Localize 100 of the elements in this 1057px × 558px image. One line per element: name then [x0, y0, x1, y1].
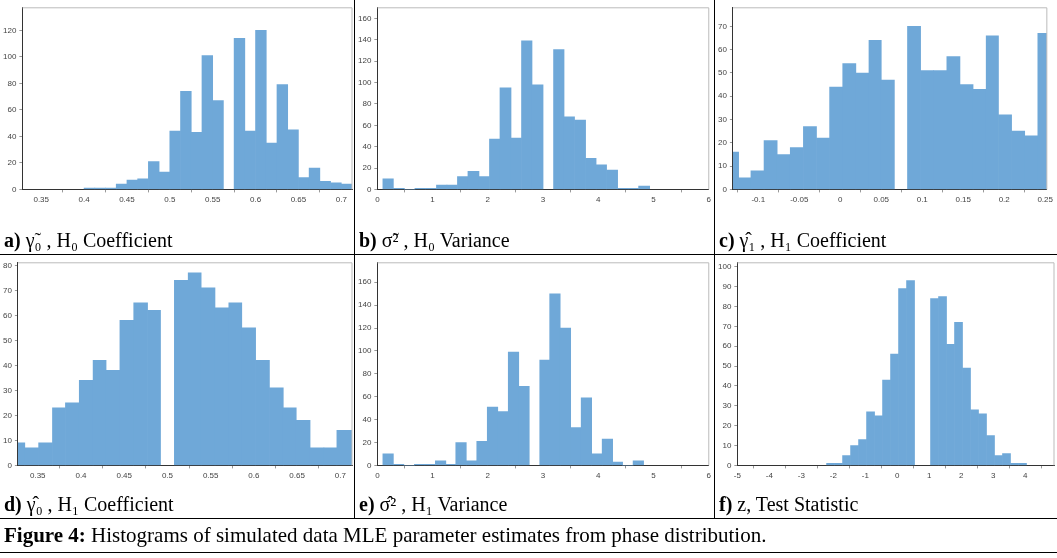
y-tick-label: 30 [722, 401, 732, 411]
x-tick-label: 0.5 [164, 195, 176, 205]
y-tick-label: 30 [2, 385, 13, 395]
x-tick-label: 0.5 [161, 471, 174, 481]
x-tick-label: 0.65 [289, 471, 306, 481]
text: c) γ̂₁ , H₁ Coefficient [719, 229, 887, 251]
y-tick-label: 60 [362, 120, 372, 130]
y-tick-label: 30 [717, 114, 728, 124]
caption: Figure 4: Histograms of simulated data MLE parameter estimates from phase distribution. [0, 519, 1057, 553]
y-tick-label: 60 [7, 105, 17, 115]
y-tick-label: 120 [2, 25, 17, 35]
y-tick-label: 140 [357, 35, 372, 45]
x-tick-label: 0 [375, 471, 381, 481]
text: b) σ̃² , H₀ Variance [359, 229, 510, 251]
x-tick-label: -1 [861, 471, 870, 481]
y-tick-label: 20 [362, 437, 372, 447]
x-tick-label: 1 [430, 471, 436, 481]
x-tick-label: 0 [895, 471, 901, 481]
y-tick-label: 20 [7, 158, 17, 168]
x-tick-label: -0.1 [751, 195, 766, 205]
y-tick-label: 140 [357, 300, 372, 310]
y-tick-label: 60 [717, 44, 728, 54]
x-tick-label: 0.25 [1037, 195, 1054, 205]
y-tick-label: 0 [722, 184, 728, 194]
y-tick-label: 10 [722, 440, 732, 450]
y-tick-label: 120 [357, 56, 372, 66]
y-tick-label: 40 [7, 131, 17, 141]
x-tick-label: 2 [485, 471, 491, 481]
text: f) z, Test Statistic [719, 493, 859, 515]
y-tick-label: 40 [722, 381, 732, 391]
x-tick-label: 5 [651, 195, 657, 205]
y-tick-label: 70 [2, 285, 13, 295]
y-tick-label: 0 [7, 460, 13, 470]
text: a) γ̃₀ , H₀ Coefficient [4, 229, 173, 251]
y-tick-label: 40 [2, 360, 13, 370]
y-tick-label: 90 [722, 281, 732, 291]
y-tick-label: 20 [722, 420, 732, 430]
y-tick-label: 100 [357, 346, 372, 356]
y-tick-label: 0 [11, 184, 17, 194]
x-tick-label: 3 [540, 471, 546, 481]
y-tick-label: 20 [2, 410, 13, 420]
x-tick-label: 4 [1022, 471, 1028, 481]
y-tick-label: 70 [722, 321, 732, 331]
x-tick-label: -4 [765, 471, 774, 481]
y-tick-label: 40 [362, 414, 372, 424]
x-tick-label: 1 [927, 471, 933, 481]
y-tick-label: 100 [357, 77, 372, 87]
y-tick-label: 160 [357, 13, 372, 23]
x-tick-label: 0.7 [334, 471, 347, 481]
x-tick-label: 6 [706, 471, 712, 481]
x-tick-label: 4 [596, 195, 602, 205]
y-tick-label: 50 [2, 335, 13, 345]
y-tick-label: 100 [2, 52, 17, 62]
x-tick-label: 2 [959, 471, 965, 481]
x-tick-label: 3 [991, 471, 996, 481]
x-tick-label: 0.55 [204, 195, 222, 205]
y-tick-label: 80 [362, 369, 372, 379]
x-tick-label: 0.7 [335, 195, 348, 205]
y-tick-label: 80 [722, 301, 732, 311]
x-tick-label: 0.4 [78, 195, 91, 205]
y-tick-label: 60 [2, 310, 13, 320]
x-tick-label: 0.45 [119, 195, 136, 205]
x-tick-label: 4 [596, 471, 602, 481]
x-tick-label: 1 [430, 195, 436, 205]
y-tick-label: 40 [362, 141, 372, 151]
x-tick-label: 0.35 [29, 471, 47, 481]
x-tick-label: 0.6 [248, 471, 260, 481]
y-tick-label: 100 [717, 261, 732, 271]
x-tick-label: 0 [838, 195, 844, 205]
x-tick-label: 0.1 [916, 195, 929, 205]
text: d) γ̂₀ , H₁ Coefficient [4, 493, 174, 515]
x-tick-label: 2 [485, 195, 491, 205]
y-tick-label: 50 [722, 361, 732, 371]
y-tick-label: 80 [2, 260, 13, 270]
x-tick-label: 5 [651, 471, 657, 481]
y-tick-label: 20 [717, 138, 728, 148]
y-tick-label: 40 [717, 91, 728, 101]
y-tick-label: 80 [7, 78, 17, 88]
y-tick-label: 60 [722, 341, 732, 351]
x-tick-label: 0 [375, 195, 381, 205]
text: e) σ̂² , H₁ Variance [359, 493, 508, 515]
y-tick-label: 60 [362, 391, 372, 401]
y-tick-label: 10 [717, 161, 728, 171]
x-tick-label: 3 [540, 195, 546, 205]
x-tick-label: 0.35 [33, 195, 50, 205]
x-tick-label: -3 [797, 471, 806, 481]
y-tick-label: 0 [366, 460, 372, 470]
y-tick-label: 120 [357, 323, 372, 333]
x-tick-label: 0.15 [955, 195, 972, 205]
x-tick-label: 6 [706, 195, 712, 205]
y-tick-label: 160 [357, 277, 372, 287]
x-tick-label: 0.55 [202, 471, 219, 481]
x-tick-label: 0.2 [998, 195, 1011, 205]
y-tick-label: 80 [362, 99, 372, 109]
x-tick-label: 0.6 [249, 195, 262, 205]
x-tick-label: 0.4 [75, 471, 88, 481]
y-tick-label: 0 [366, 184, 372, 194]
y-tick-label: 0 [726, 460, 732, 470]
y-tick-label: 50 [717, 68, 728, 78]
x-tick-label: -5 [733, 471, 742, 481]
